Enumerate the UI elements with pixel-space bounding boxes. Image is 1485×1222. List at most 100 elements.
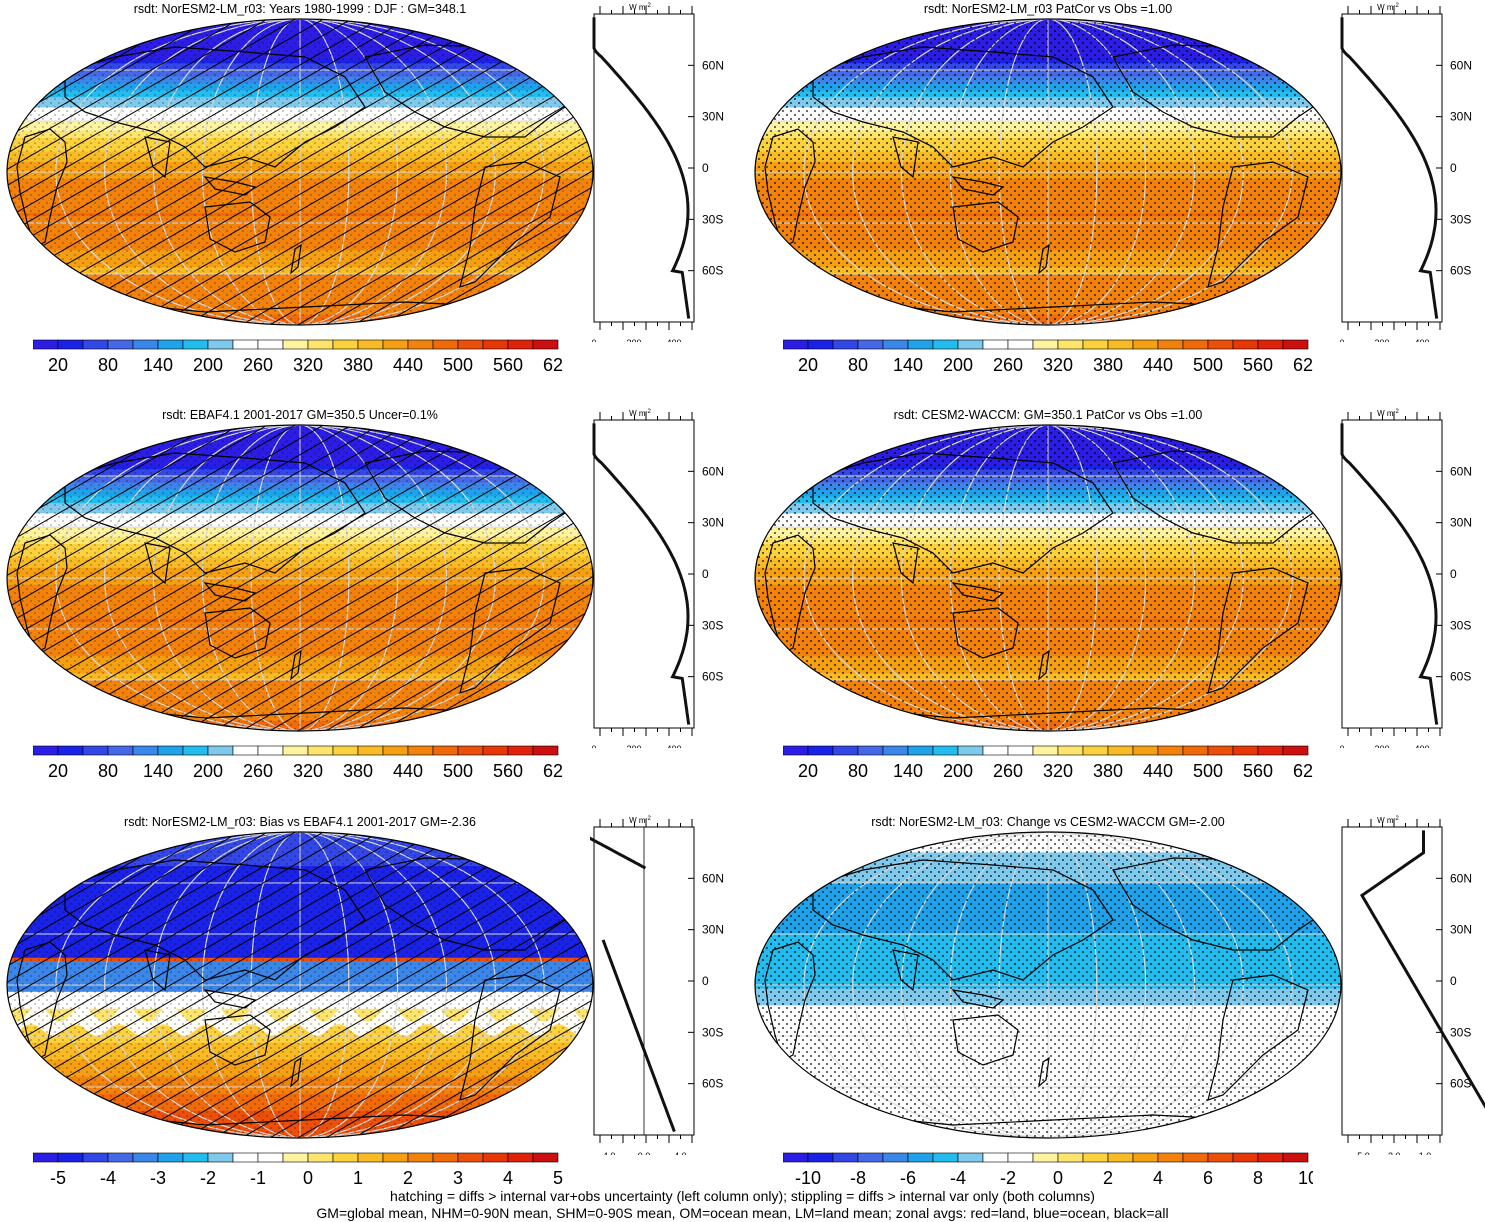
colorbar-swatch <box>1283 340 1308 349</box>
colorbar-swatch <box>1108 746 1133 755</box>
colorbar-swatch <box>933 746 958 755</box>
lat-label: 0 <box>702 567 709 581</box>
colorbar-label: 380 <box>1093 761 1123 781</box>
footer-notes: hatching = diffs > internal var+obs unce… <box>0 1188 1485 1222</box>
colorbar-label: 80 <box>98 761 118 781</box>
lat-label: 60N <box>702 871 724 885</box>
colorbar-label: 20 <box>48 761 68 781</box>
colorbar-label: 2 <box>403 1168 413 1188</box>
colorbar-swatch <box>258 1153 283 1162</box>
robinson-map <box>5 17 595 327</box>
colorbar-swatch <box>433 1153 458 1162</box>
zonal-units: W m-2 <box>629 816 651 825</box>
zonal-x-tick: -4.0 <box>600 1151 616 1155</box>
panel-title: rsdt: NorESM2-LM_r03 PatCor vs Obs =1.00 <box>748 2 1348 16</box>
colorbar-label: 0 <box>303 1168 313 1188</box>
colorbar-swatch <box>158 746 183 755</box>
colorbar: -10-8-6-4-20246810 <box>783 1151 1313 1191</box>
zonal-average-plot: W m-260N30N030S60S0200400 <box>1338 408 1485 748</box>
zonal-units: W m-2 <box>1377 409 1399 418</box>
colorbar-label: 500 <box>443 355 473 375</box>
colorbar-swatch <box>358 340 383 349</box>
colorbar-swatch <box>808 1153 833 1162</box>
colorbar-swatch <box>908 746 933 755</box>
colorbar-swatch <box>108 746 133 755</box>
colorbar-label: 0 <box>1053 1168 1063 1188</box>
colorbar-label: 620 <box>1293 761 1313 781</box>
lat-label: 60S <box>702 264 723 278</box>
colorbar-swatch <box>308 746 333 755</box>
colorbar-swatch <box>33 746 58 755</box>
colorbar-label: 320 <box>293 355 323 375</box>
colorbar-label: 260 <box>993 761 1023 781</box>
colorbar-label: 500 <box>1193 761 1223 781</box>
colorbar-label: 200 <box>193 761 223 781</box>
colorbar-swatch <box>133 340 158 349</box>
colorbar-label: 8 <box>1253 1168 1263 1188</box>
colorbar-label: 620 <box>543 355 563 375</box>
robinson-map <box>753 17 1343 327</box>
colorbar-swatch <box>958 1153 983 1162</box>
robinson-map <box>5 423 595 733</box>
colorbar-label: 260 <box>993 355 1023 375</box>
colorbar-swatch <box>1233 746 1258 755</box>
colorbar-label: 140 <box>143 761 173 781</box>
colorbar-swatch <box>108 340 133 349</box>
colorbar-label: 380 <box>343 761 373 781</box>
zonal-x-tick: -1.0 <box>1416 1151 1432 1155</box>
colorbar-swatch <box>283 746 308 755</box>
colorbar-label: 200 <box>193 355 223 375</box>
map-panel-3: rsdt: EBAF4.1 2001-2017 GM=350.5 Uncer=0… <box>0 406 740 786</box>
lat-label: 30S <box>1450 618 1471 632</box>
colorbar-label: 140 <box>893 355 923 375</box>
colorbar-label: 140 <box>893 761 923 781</box>
zonal-units: W m-2 <box>629 409 651 418</box>
colorbar-label: 440 <box>1143 355 1173 375</box>
colorbar-swatch <box>183 340 208 349</box>
zonal-x-tick: 400 <box>1414 744 1429 748</box>
colorbar-swatch <box>483 746 508 755</box>
colorbar-swatch <box>358 1153 383 1162</box>
colorbar-swatch <box>458 1153 483 1162</box>
robinson-map <box>5 830 595 1140</box>
lat-label: 30S <box>702 618 723 632</box>
colorbar-swatch <box>1258 746 1283 755</box>
colorbar-swatch <box>433 746 458 755</box>
colorbar-label: 80 <box>848 761 868 781</box>
colorbar-label: 560 <box>493 355 523 375</box>
zonal-average-plot: W m-260N30N030S60S0200400 <box>590 408 740 748</box>
colorbar-swatch <box>283 340 308 349</box>
colorbar-label: 80 <box>848 355 868 375</box>
colorbar-swatch <box>208 1153 233 1162</box>
map-panel-4: rsdt: CESM2-WACCM: GM=350.1 PatCor vs Ob… <box>748 406 1485 786</box>
colorbar-swatch <box>258 340 283 349</box>
colorbar-swatch <box>1233 1153 1258 1162</box>
lat-label: 60S <box>702 670 723 684</box>
colorbar-label: 500 <box>1193 355 1223 375</box>
colorbar-label: 1 <box>353 1168 363 1188</box>
panel-title: rsdt: CESM2-WACCM: GM=350.1 PatCor vs Ob… <box>748 408 1348 422</box>
colorbar-swatch <box>1183 1153 1208 1162</box>
colorbar-swatch <box>1133 340 1158 349</box>
colorbar-swatch <box>433 340 458 349</box>
colorbar-label: -4 <box>100 1168 116 1188</box>
colorbar-swatch <box>33 1153 58 1162</box>
colorbar-swatch <box>483 340 508 349</box>
robinson-map <box>753 830 1343 1140</box>
colorbar: 2080140200260320380440500560620 <box>783 744 1313 784</box>
zonal-x-tick: 4.0 <box>674 1151 687 1155</box>
zonal-x-tick: 0 <box>591 744 596 748</box>
colorbar-swatch <box>83 746 108 755</box>
colorbar-swatch <box>1283 1153 1308 1162</box>
colorbar-swatch <box>83 340 108 349</box>
zonal-x-tick: 0 <box>1339 338 1344 342</box>
lat-label: 60N <box>1450 58 1472 72</box>
colorbar-swatch <box>1208 1153 1233 1162</box>
zonal-x-tick: 200 <box>626 744 641 748</box>
colorbar-label: -5 <box>50 1168 66 1188</box>
colorbar-swatch <box>408 746 433 755</box>
colorbar-label: 260 <box>243 355 273 375</box>
colorbar-swatch <box>458 340 483 349</box>
colorbar-swatch <box>1258 340 1283 349</box>
colorbar-swatch <box>783 1153 808 1162</box>
